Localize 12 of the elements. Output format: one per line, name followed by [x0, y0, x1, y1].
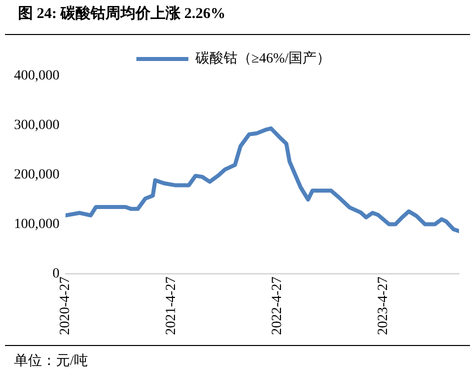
y-tick-label: 200,000	[14, 168, 60, 183]
x-tick-label: 2020-4-27	[58, 276, 74, 336]
y-tick-label: 400,000	[14, 68, 60, 84]
x-tick-label: 2022-4-27	[270, 276, 286, 336]
chart-title: 图 24: 碳酸钴周均价上涨 2.26%	[18, 4, 226, 23]
text: 单位：元/吨	[14, 352, 88, 370]
y-tick-label: 100,000	[14, 216, 60, 232]
x-tick-label: 2023-4-27	[376, 276, 391, 336]
legend-label: 碳酸钴（≥46%/国产）	[194, 50, 331, 67]
y-tick-label: 300,000	[14, 118, 60, 134]
x-tick-label: 2021-4-27	[164, 276, 180, 336]
y-tick-label: 0	[52, 266, 60, 282]
